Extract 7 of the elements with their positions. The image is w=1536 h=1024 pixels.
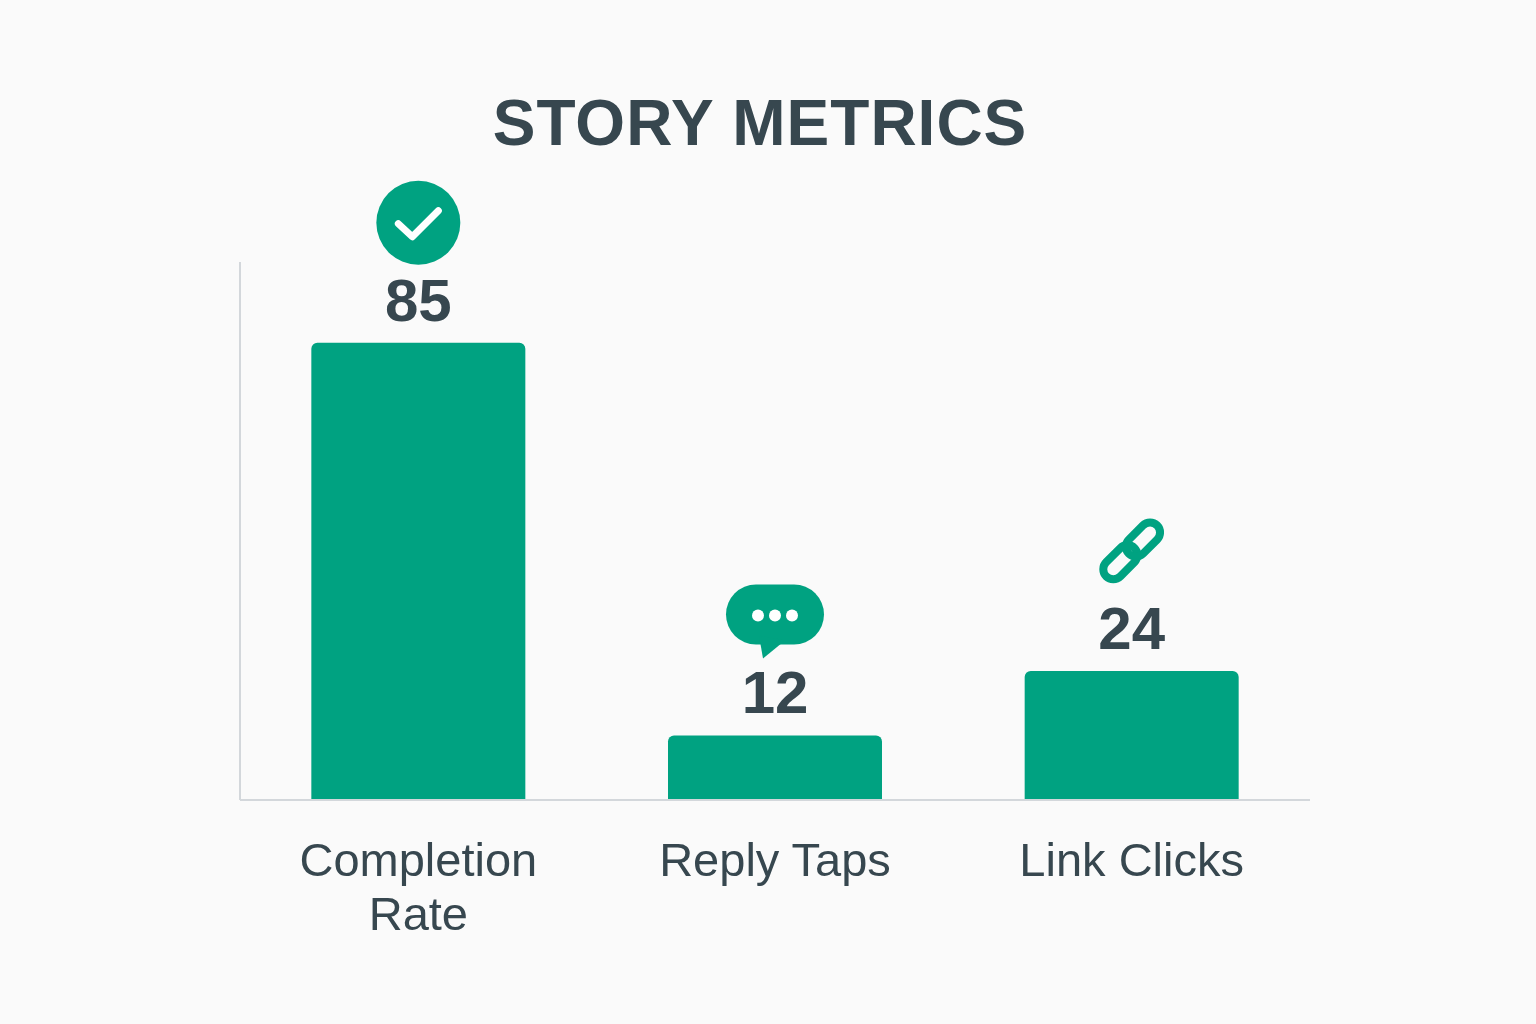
chart-title: STORY METRICS [491,86,1029,160]
data-label: 85 [384,266,452,334]
data-label: 24 [1098,594,1166,662]
x-tick-label: Link Clicks [1019,833,1244,887]
x-tick-label: Reply Taps [659,833,891,887]
x-tick-label: Completion Rate [299,833,538,941]
data-label: 12 [741,659,809,727]
